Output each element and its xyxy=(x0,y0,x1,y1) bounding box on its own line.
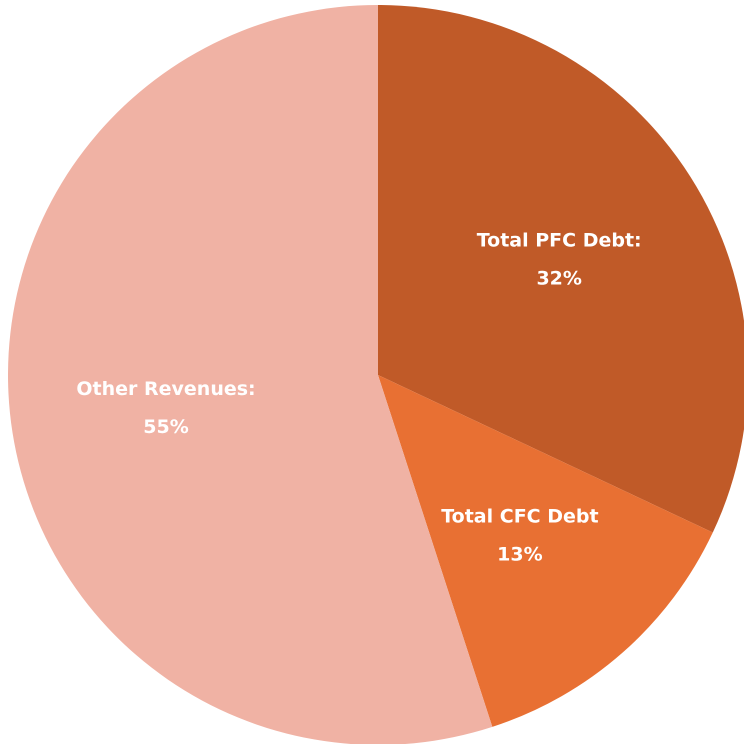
slice-value-label: 55% xyxy=(143,416,188,438)
slice-label: Other Revenues: xyxy=(76,378,255,400)
pie-slice xyxy=(8,5,493,744)
slice-value-label: 32% xyxy=(536,268,581,290)
slice-label: Total CFC Debt xyxy=(441,505,598,527)
slice-label: Total PFC Debt: xyxy=(477,230,642,252)
slice-value-label: 13% xyxy=(497,543,542,565)
pie-slice xyxy=(378,5,744,533)
pie-slice xyxy=(378,375,713,727)
